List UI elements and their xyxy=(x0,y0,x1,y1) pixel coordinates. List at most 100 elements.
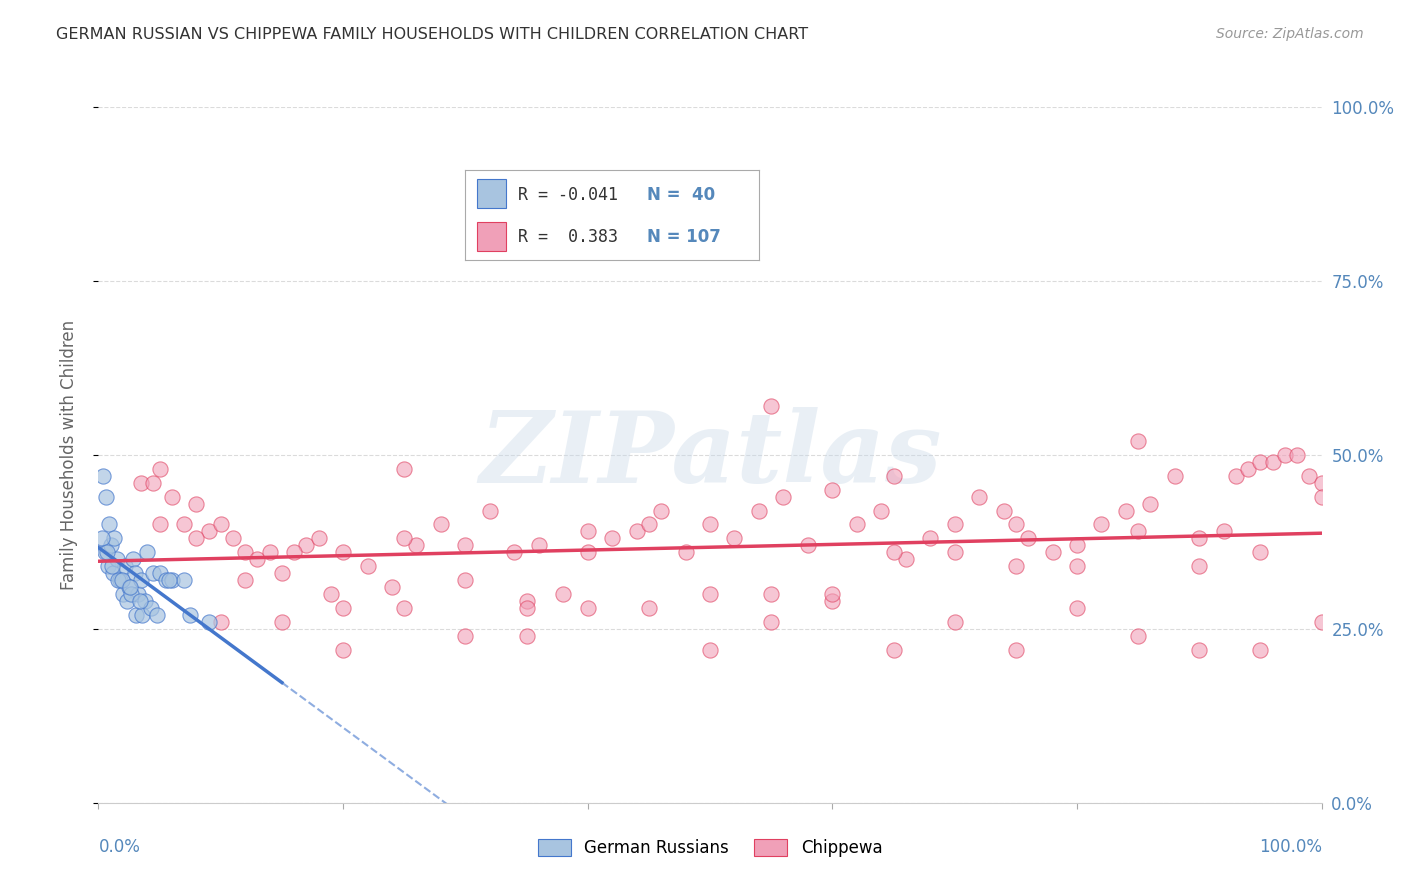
Point xyxy=(101,566,124,581)
Point xyxy=(454,538,477,552)
Point xyxy=(134,594,156,608)
Point xyxy=(142,566,165,581)
Point xyxy=(723,532,745,546)
Point xyxy=(149,517,172,532)
Point xyxy=(142,475,165,490)
Point xyxy=(943,517,966,532)
Point xyxy=(129,475,152,490)
Point xyxy=(1237,462,1260,476)
Point xyxy=(638,517,661,532)
Point xyxy=(1128,524,1150,539)
Text: N =  40: N = 40 xyxy=(647,186,716,204)
Point xyxy=(1212,524,1234,539)
Point xyxy=(1188,532,1211,546)
Point xyxy=(626,524,648,539)
Point xyxy=(139,601,162,615)
Point xyxy=(111,587,134,601)
Point xyxy=(107,573,129,587)
Point xyxy=(1250,545,1272,559)
Point xyxy=(283,545,305,559)
Point xyxy=(1139,497,1161,511)
Point xyxy=(160,573,183,587)
Point xyxy=(93,545,115,559)
Point xyxy=(114,559,136,574)
Point xyxy=(124,566,146,581)
Point xyxy=(186,497,208,511)
Point xyxy=(332,545,354,559)
Point xyxy=(146,607,169,622)
Legend: German Russians, Chippewa: German Russians, Chippewa xyxy=(531,832,889,864)
Text: ZIPatlas: ZIPatlas xyxy=(479,407,941,503)
Point xyxy=(454,629,477,643)
Point xyxy=(1042,545,1064,559)
Point xyxy=(1188,559,1211,574)
Point xyxy=(131,607,153,622)
Point xyxy=(527,538,550,552)
Point xyxy=(516,601,538,615)
Point xyxy=(1188,642,1211,657)
Point xyxy=(91,468,114,483)
Point xyxy=(91,532,114,546)
Point xyxy=(748,503,770,517)
Point xyxy=(233,545,256,559)
Point xyxy=(118,580,141,594)
Point xyxy=(675,545,697,559)
Point xyxy=(699,517,721,532)
Point xyxy=(600,532,623,546)
Point xyxy=(270,566,294,581)
Point xyxy=(454,573,477,587)
Point xyxy=(503,545,526,559)
Point xyxy=(101,559,124,574)
Point xyxy=(392,601,416,615)
Point xyxy=(98,517,121,532)
Point xyxy=(149,566,172,581)
Point xyxy=(821,483,844,497)
Point xyxy=(1128,434,1150,448)
Point xyxy=(1164,468,1187,483)
Point xyxy=(576,601,599,615)
Point xyxy=(381,580,404,594)
Point xyxy=(478,503,501,517)
Point xyxy=(392,532,416,546)
Point xyxy=(332,642,354,657)
Point xyxy=(197,524,219,539)
Point xyxy=(319,587,342,601)
Text: N = 107: N = 107 xyxy=(647,227,721,245)
Point xyxy=(761,615,783,629)
Point xyxy=(356,559,378,574)
Point xyxy=(943,615,966,629)
Point xyxy=(576,545,599,559)
Point xyxy=(1261,455,1284,469)
Point xyxy=(1066,601,1088,615)
Point xyxy=(894,552,917,566)
Point xyxy=(308,532,330,546)
Bar xyxy=(477,222,506,251)
Point xyxy=(943,545,966,559)
Point xyxy=(94,490,117,504)
Point xyxy=(1274,448,1296,462)
Point xyxy=(920,532,942,546)
Point xyxy=(1004,642,1026,657)
Point xyxy=(173,573,195,587)
Point xyxy=(111,573,134,587)
Point xyxy=(576,524,599,539)
Point xyxy=(699,587,721,601)
Point xyxy=(845,517,868,532)
Point xyxy=(1250,455,1272,469)
Point xyxy=(1004,559,1026,574)
Point xyxy=(883,642,905,657)
Point xyxy=(120,580,142,594)
Point xyxy=(1250,642,1272,657)
Point xyxy=(96,545,118,559)
Point xyxy=(761,399,783,413)
Text: GERMAN RUSSIAN VS CHIPPEWA FAMILY HOUSEHOLDS WITH CHILDREN CORRELATION CHART: GERMAN RUSSIAN VS CHIPPEWA FAMILY HOUSEH… xyxy=(56,27,808,42)
Point xyxy=(821,594,844,608)
Point xyxy=(97,559,120,574)
Point xyxy=(797,538,820,552)
Point xyxy=(115,594,138,608)
Point xyxy=(883,545,905,559)
Point xyxy=(155,573,177,587)
Point xyxy=(103,532,125,546)
Point xyxy=(129,594,152,608)
Text: 100.0%: 100.0% xyxy=(1258,838,1322,855)
